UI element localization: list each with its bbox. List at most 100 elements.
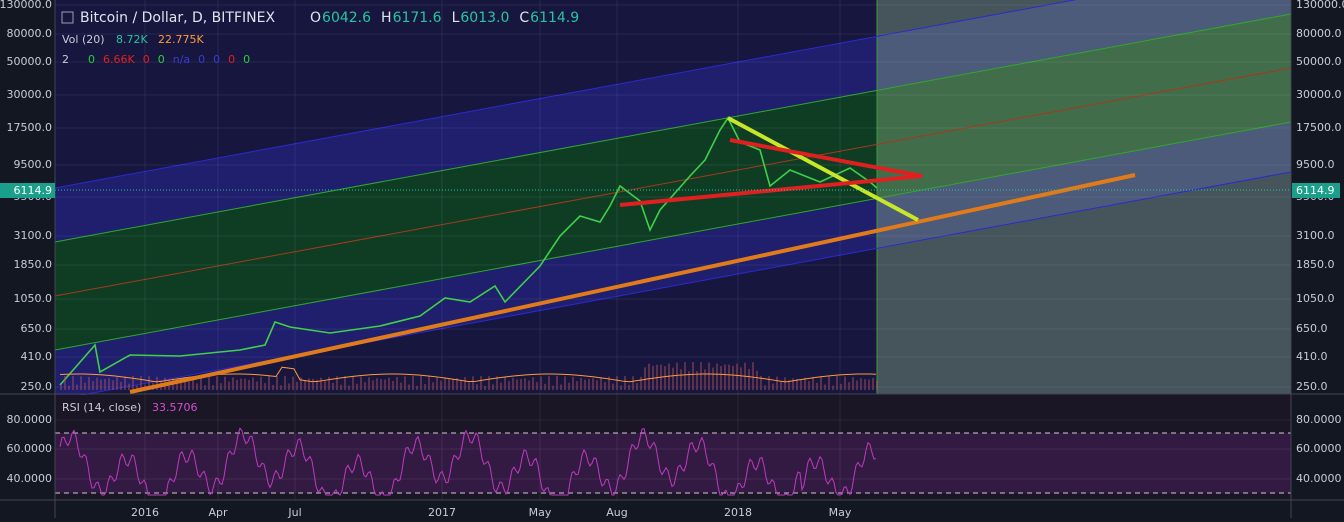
- volume-bar: [488, 376, 490, 390]
- drawings: [55, 116, 1291, 496]
- volume-bar: [132, 376, 134, 390]
- volume-bar: [472, 376, 474, 390]
- volume-bar: [392, 380, 394, 390]
- time-label: 2018: [724, 506, 752, 518]
- collapse-button[interactable]: [61, 11, 74, 24]
- volume-bar: [784, 377, 786, 390]
- volume-bar: [232, 377, 234, 390]
- volume-bar: [112, 380, 114, 390]
- volume-bar: [696, 371, 698, 390]
- volume-bar: [252, 377, 254, 390]
- right-price-label: 80000.0: [1296, 27, 1342, 40]
- volume-bar: [772, 383, 774, 390]
- volume-bar: [108, 378, 110, 390]
- volume-bar: [380, 379, 382, 390]
- time-label: May: [829, 506, 852, 518]
- right-last-price: 6114.9: [1296, 184, 1335, 197]
- triangle-bottom: [619, 174, 923, 207]
- volume-bar: [648, 363, 650, 390]
- right-rsi-label: 40.0000: [1296, 472, 1342, 485]
- volume-bar: [548, 376, 550, 390]
- volume-bar: [624, 376, 626, 390]
- volume-bar: [812, 376, 814, 390]
- volume-bar: [788, 380, 790, 390]
- volume-bar: [436, 377, 438, 390]
- volume-bar: [716, 363, 718, 390]
- indicator-value: 0: [88, 53, 95, 66]
- volume-bar: [128, 383, 130, 390]
- left-rsi-label: 40.0000: [7, 472, 53, 485]
- volume-bar: [560, 384, 562, 390]
- volume-bar: [556, 376, 558, 390]
- volume-bar: [296, 381, 298, 390]
- volume-bar: [816, 382, 818, 390]
- volume-bar: [156, 376, 158, 390]
- volume-bar: [588, 378, 590, 390]
- rsi-line: [59, 427, 877, 496]
- left-price-label: 410.0: [21, 350, 53, 363]
- volume-bar: [672, 367, 674, 390]
- left-price-label: 650.0: [21, 322, 53, 335]
- time-label: 2017: [428, 506, 456, 518]
- volume-bar: [720, 366, 722, 390]
- rsi-label: RSI (14, close): [62, 401, 141, 414]
- volume-bar: [208, 376, 210, 390]
- left-price-label: 30000.0: [7, 88, 53, 101]
- ohlc-key: C: [519, 10, 529, 26]
- volume-bar: [664, 366, 666, 390]
- volume-bar: [504, 376, 506, 390]
- volume-ma: 22.775K: [158, 33, 204, 46]
- ohlc-value: 6171.6: [393, 10, 442, 26]
- volume-bar: [492, 384, 494, 390]
- volume-bar: [260, 376, 262, 390]
- right-price-label: 650.0: [1296, 322, 1328, 335]
- volume-bar: [220, 383, 222, 390]
- volume-bar: [540, 376, 542, 390]
- volume-bar: [240, 378, 242, 390]
- left-price-label: 250.0: [21, 380, 53, 393]
- left-price-label: 130000.0: [0, 0, 52, 11]
- right-price-label: 30000.0: [1296, 88, 1342, 101]
- volume-bar: [688, 371, 690, 390]
- volume-bar: [604, 381, 606, 390]
- volume-bar: [496, 376, 498, 390]
- left-price-label: 3100.0: [14, 229, 53, 242]
- left-price-label: 17500.0: [7, 121, 53, 134]
- volume-bar: [732, 365, 734, 390]
- volume-bar: [404, 376, 406, 390]
- volume-bar: [464, 377, 466, 390]
- volume-bar: [64, 376, 66, 390]
- volume-bar: [616, 376, 618, 390]
- volume-bar: [272, 384, 274, 390]
- volume-bar: [104, 378, 106, 390]
- indicator-value: n/a: [173, 53, 190, 66]
- volume-bar: [140, 376, 142, 390]
- volume-bar: [580, 377, 582, 390]
- volume-bar: [528, 380, 530, 390]
- volume-bar: [628, 384, 630, 390]
- volume-bar: [244, 378, 246, 390]
- volume-bar: [340, 384, 342, 390]
- volume-bar: [676, 362, 678, 390]
- volume-bar: [344, 376, 346, 390]
- volume-bar: [524, 378, 526, 390]
- volume-bar: [60, 383, 62, 390]
- volume-bar: [192, 376, 194, 390]
- volume-bar: [148, 376, 150, 390]
- price-line: [59, 116, 878, 386]
- volume-bar: [848, 382, 850, 390]
- volume-bar: [188, 381, 190, 390]
- ohlc-key: L: [452, 10, 460, 26]
- channel-line: [54, 13, 1292, 243]
- volume-bar: [684, 362, 686, 390]
- volume-bar: [868, 379, 870, 390]
- right-price-label: 1050.0: [1296, 292, 1335, 305]
- volume-bar: [336, 376, 338, 390]
- volume-bar: [484, 385, 486, 390]
- volume-bar: [864, 379, 866, 390]
- volume-bar: [312, 378, 314, 390]
- ohlc-value: 6042.6: [322, 10, 371, 26]
- volume-bar: [328, 376, 330, 390]
- volume-bar: [308, 378, 310, 390]
